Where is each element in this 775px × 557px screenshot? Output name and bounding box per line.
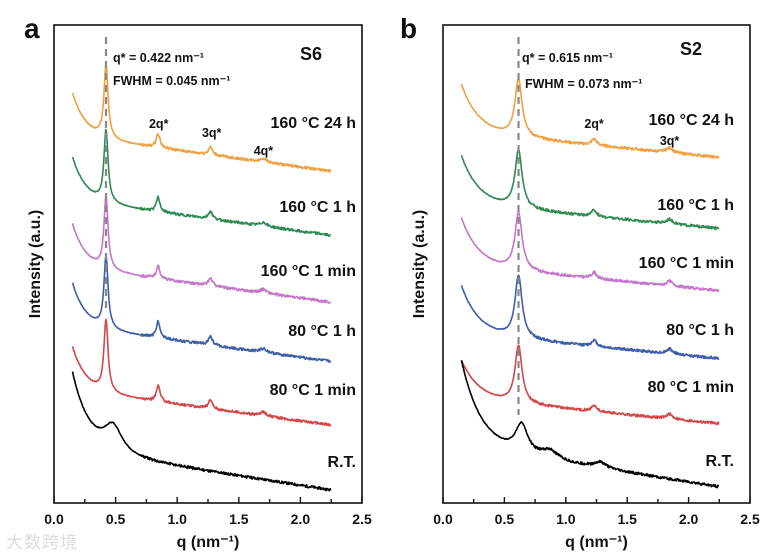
q-star-annotation: q* = 0.615 nm⁻¹ — [522, 51, 613, 65]
series-line-2 — [71, 195, 331, 304]
x-tick-label: 2.0 — [291, 511, 311, 527]
series-line-5 — [460, 360, 720, 489]
series-line-0 — [71, 64, 332, 173]
series-label: 160 °C 24 h — [270, 115, 356, 132]
series-line-3 — [460, 274, 720, 361]
x-tick-label: 0.0 — [44, 511, 64, 527]
series-label: R.T. — [706, 453, 734, 470]
peak-order-label: 4q* — [254, 144, 274, 158]
peak-order-label: 2q* — [149, 117, 169, 131]
q-star-annotation: q* = 0.422 nm⁻¹ — [113, 51, 204, 65]
series-line-5 — [71, 371, 332, 492]
series-label: 80 °C 1 min — [648, 379, 734, 396]
peak-order-label: 3q* — [660, 134, 680, 148]
x-tick-label: 2.5 — [352, 511, 372, 527]
peak-order-label: 2q* — [584, 117, 604, 131]
x-tick-label: 2.0 — [679, 511, 699, 527]
series-line-4 — [460, 344, 720, 426]
series-line-4 — [71, 318, 332, 427]
x-tick-label: 1.5 — [229, 511, 249, 527]
watermark: 大数跨境 — [6, 533, 78, 553]
panel-b: 160 °C 24 h 160 °C 1 h 160 °C 1 min 80 °C 1… — [400, 13, 760, 551]
panel-a: 160 °C 24 h 160 °C 1 h 160 °C 1 min 80 °C 1… — [24, 13, 372, 551]
series-line-3 — [71, 254, 332, 363]
x-tick-label: 2.5 — [740, 511, 760, 527]
series-label: 160 °C 1 h — [279, 199, 356, 216]
x-tick-label: 1.0 — [556, 511, 576, 527]
x-tick-label: 0.0 — [433, 511, 453, 527]
panel-letter: a — [24, 13, 40, 44]
series-label: 80 °C 1 min — [270, 382, 356, 399]
x-axis-label: q (nm⁻¹) — [177, 534, 240, 551]
series-line-0 — [460, 78, 720, 159]
fwhm-annotation: FWHM = 0.045 nm⁻¹ — [113, 74, 230, 88]
series-label: 160 °C 1 min — [639, 255, 734, 272]
panel-letter: b — [400, 13, 417, 44]
fwhm-annotation: FWHM = 0.073 nm⁻¹ — [525, 77, 642, 91]
series-label: R.T. — [328, 454, 356, 471]
series-label: 160 °C 24 h — [648, 112, 734, 129]
x-tick-label: 1.5 — [617, 511, 637, 527]
sample-label: S6 — [300, 44, 322, 64]
x-tick-label: 0.5 — [106, 511, 126, 527]
series-label: 160 °C 1 min — [261, 263, 356, 280]
series-label: 80 °C 1 h — [666, 322, 734, 339]
y-axis-label: Intensity (a.u.) — [411, 210, 428, 318]
peak-order-label: 3q* — [202, 126, 222, 140]
sample-label: S2 — [680, 39, 702, 59]
series-label: 80 °C 1 h — [288, 323, 356, 340]
x-axis-label: q (nm⁻¹) — [565, 534, 628, 551]
series-label: 160 °C 1 h — [657, 197, 734, 214]
series-line-2 — [460, 211, 720, 293]
x-tick-label: 0.5 — [495, 511, 515, 527]
series-line-1 — [460, 149, 720, 231]
y-axis-label: Intensity (a.u.) — [27, 210, 44, 318]
series-line-1 — [71, 128, 332, 238]
x-tick-label: 1.0 — [167, 511, 187, 527]
